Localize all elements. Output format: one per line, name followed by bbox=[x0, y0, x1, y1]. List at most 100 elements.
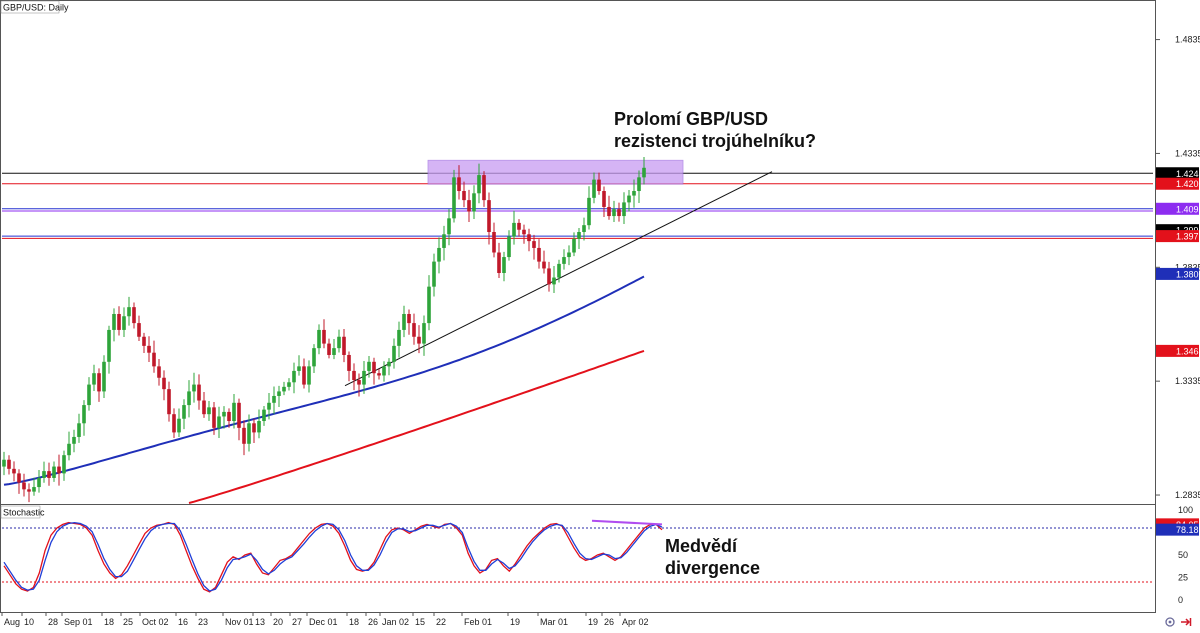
candle-body bbox=[82, 405, 86, 424]
stoch-title-bg bbox=[0, 505, 41, 519]
annotation-divergence-line2: divergence bbox=[665, 558, 760, 578]
candle-body bbox=[152, 352, 156, 367]
price-badge-label: 1.4248 bbox=[1176, 169, 1200, 179]
candle-body bbox=[307, 366, 311, 385]
ma-red-line bbox=[188, 349, 645, 504]
candle-body bbox=[412, 323, 416, 337]
candle-body bbox=[457, 177, 461, 192]
stoch-tick-label: 25 bbox=[1178, 573, 1188, 583]
ma-blue-line bbox=[3, 275, 645, 486]
settings-icon[interactable] bbox=[1165, 617, 1175, 627]
stoch-title: Stochastic bbox=[3, 508, 45, 518]
candle-body bbox=[87, 384, 91, 406]
candle-body bbox=[527, 234, 531, 242]
candle-body bbox=[492, 232, 496, 253]
candle-body bbox=[17, 473, 21, 483]
candle-body bbox=[97, 373, 101, 392]
candle-body bbox=[377, 373, 381, 376]
candle-body bbox=[177, 418, 181, 433]
candle-body bbox=[197, 384, 201, 401]
candle-body bbox=[462, 191, 466, 201]
candle-body bbox=[57, 466, 61, 474]
candle-body bbox=[242, 427, 246, 444]
stochastic-series bbox=[2, 519, 1153, 593]
candle-body bbox=[417, 336, 421, 344]
candle-body bbox=[147, 345, 151, 353]
candle-body bbox=[382, 366, 386, 376]
candle-body bbox=[42, 471, 46, 478]
price-tick-label: 1.3335 bbox=[1175, 376, 1200, 386]
candle-body bbox=[342, 336, 346, 355]
candle-body bbox=[37, 477, 41, 488]
candle-body bbox=[402, 313, 406, 330]
candle-body bbox=[137, 323, 141, 337]
candle-body bbox=[522, 229, 526, 235]
price-badge bbox=[1156, 267, 1199, 280]
candle-body bbox=[7, 459, 11, 469]
candle-body bbox=[32, 487, 36, 492]
price-badge-label: 1.3468 bbox=[1176, 346, 1200, 356]
time-tick-label: 25 bbox=[123, 617, 133, 627]
stoch-series-line bbox=[3, 521, 663, 592]
stoch-axis: 100755025084.0578.18 bbox=[1156, 505, 1199, 605]
candle-body bbox=[602, 191, 606, 207]
candle-body bbox=[142, 336, 146, 346]
candle-body bbox=[237, 402, 241, 428]
time-tick-label: 22 bbox=[436, 617, 446, 627]
candle-body bbox=[502, 257, 506, 273]
candle-body bbox=[22, 482, 26, 490]
time-axis: Aug 10 28 Sep 01 18 25 Oct 02 16 23 Nov 01 13 20 27 D… bbox=[0, 612, 1155, 627]
candle-body bbox=[472, 193, 476, 212]
price-badge bbox=[1156, 344, 1199, 357]
candle-body bbox=[222, 411, 226, 417]
candle-body bbox=[547, 268, 551, 285]
candle-body bbox=[112, 313, 116, 330]
candle-body bbox=[2, 459, 6, 467]
candle-body bbox=[562, 257, 566, 264]
candle-body bbox=[482, 175, 486, 201]
candle-body bbox=[337, 336, 341, 349]
candle-body bbox=[612, 209, 616, 217]
candle-body bbox=[487, 200, 491, 233]
candle-body bbox=[597, 179, 601, 192]
symbol-label: GBP/USD: Daily bbox=[3, 3, 69, 13]
candle-body bbox=[47, 471, 51, 478]
time-tick-label: 28 bbox=[48, 617, 58, 627]
time-tick-label: 23 bbox=[198, 617, 208, 627]
price-badge bbox=[1156, 202, 1199, 215]
candle-body bbox=[287, 382, 291, 387]
candle-body bbox=[207, 407, 211, 415]
candle-body bbox=[172, 414, 176, 433]
time-tick-label: Mar 01 bbox=[540, 617, 568, 627]
main-plot-frame bbox=[0, 0, 1156, 505]
candle-body bbox=[347, 354, 351, 371]
candle-body bbox=[362, 370, 366, 385]
time-tick-label: 26 bbox=[604, 617, 614, 627]
candle-body bbox=[427, 286, 431, 324]
price-badge bbox=[1156, 177, 1199, 190]
resistance-zone-rect bbox=[427, 159, 684, 185]
candle-body bbox=[12, 468, 16, 474]
candle-body bbox=[542, 261, 546, 269]
share-icon[interactable] bbox=[1181, 618, 1192, 626]
candle-body bbox=[117, 313, 121, 330]
candle-body bbox=[262, 409, 266, 422]
candle-body bbox=[517, 222, 521, 230]
candle-body bbox=[622, 202, 626, 217]
candle-body bbox=[72, 436, 76, 444]
time-tick-label: 18 bbox=[104, 617, 114, 627]
stoch-tick-label: 0 bbox=[1178, 595, 1183, 605]
price-badge bbox=[1156, 230, 1199, 243]
price-badge bbox=[1156, 167, 1199, 180]
candle-body bbox=[372, 361, 376, 374]
annotation-divergence-line1: Medvědí bbox=[665, 536, 738, 556]
candle-body bbox=[442, 234, 446, 248]
price-axis: 1.4835 1.4335 1.3835 1.3335 1.2835 1.42481.42… bbox=[1155, 35, 1200, 500]
candle-body bbox=[497, 252, 501, 273]
candle-body bbox=[292, 370, 296, 383]
candle-body bbox=[407, 313, 411, 324]
candle-body bbox=[302, 366, 306, 385]
candle-body bbox=[252, 423, 256, 433]
candle-body bbox=[432, 261, 436, 287]
candle-body bbox=[297, 366, 301, 371]
